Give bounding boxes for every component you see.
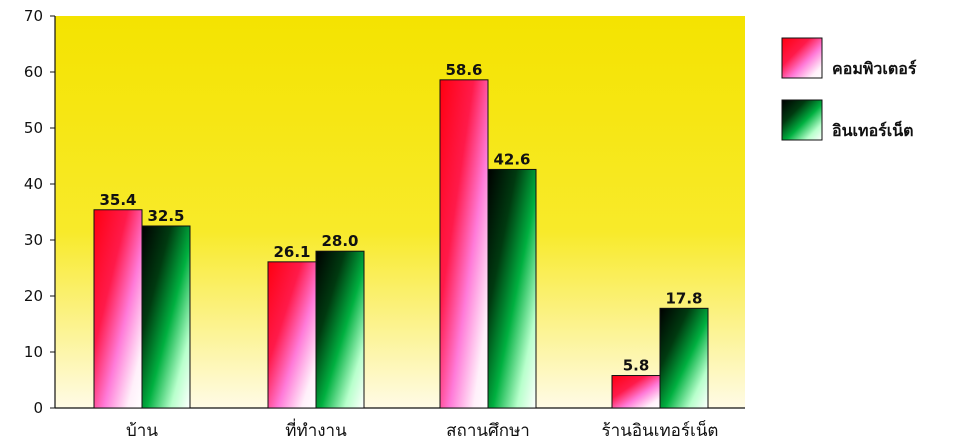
legend-swatch: [781, 99, 823, 141]
data-label: 28.0: [321, 232, 358, 250]
y-tick-label: 70: [24, 7, 43, 25]
data-label: 26.1: [273, 243, 310, 261]
bar: [659, 307, 709, 409]
bar: [267, 261, 317, 409]
y-tick-label: 50: [24, 119, 43, 137]
bar: [141, 225, 191, 409]
bar: [439, 79, 489, 409]
y-tick-label: 30: [24, 231, 43, 249]
data-label: 32.5: [147, 207, 184, 225]
data-label: 5.8: [623, 357, 650, 375]
legend-label: อินเทอร์เน็ต: [832, 119, 914, 140]
bar: [487, 168, 537, 409]
data-label: 17.8: [665, 289, 702, 307]
x-tick-label: บ้าน: [126, 421, 158, 441]
y-tick-label: 40: [24, 175, 43, 193]
x-axis-labels: บ้าน ที่ทำงาน สถานศึกษา ร้านอินเทอร์เน็ต: [126, 418, 718, 441]
y-tick-label: 10: [24, 343, 43, 361]
x-tick-label: ที่ทำงาน: [285, 418, 347, 441]
bar: [315, 250, 365, 409]
data-label: 35.4: [99, 191, 136, 209]
y-tick-label: 60: [24, 63, 43, 81]
bar: [611, 375, 661, 409]
data-label: 42.6: [493, 150, 530, 168]
x-tick-label: สถานศึกษา: [446, 421, 530, 441]
legend-swatch: [781, 37, 823, 79]
y-tick-label: 20: [24, 287, 43, 305]
x-tick-label: ร้านอินเทอร์เน็ต: [602, 419, 719, 441]
bars-group: 35.4 32.5 26.1 28.0 58.6 42.6 5.8 17.8: [93, 61, 709, 409]
legend-label: คอมพิวเตอร์: [832, 59, 917, 78]
legend: คอมพิวเตอร์อินเทอร์เน็ต: [781, 37, 917, 141]
data-label: 58.6: [445, 61, 482, 79]
y-tick-label: 0: [33, 399, 43, 417]
bar: [93, 209, 143, 409]
